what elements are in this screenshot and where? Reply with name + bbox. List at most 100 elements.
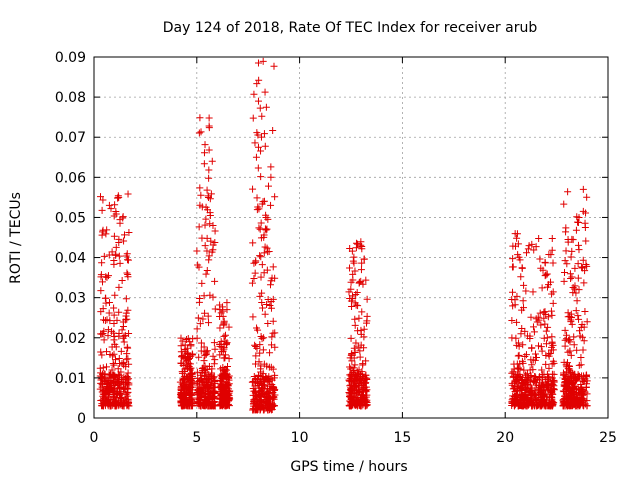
data-point <box>358 382 366 390</box>
data-point <box>257 365 265 373</box>
data-point <box>570 391 578 399</box>
data-point <box>257 173 265 181</box>
data-point <box>125 402 133 410</box>
data-point <box>255 380 263 388</box>
data-point <box>565 362 573 370</box>
data-point <box>579 185 587 193</box>
data-point <box>358 308 366 316</box>
data-point <box>542 327 550 335</box>
data-point <box>536 255 544 263</box>
y-tick-label: 0 <box>77 411 86 427</box>
data-point <box>124 271 132 279</box>
data-point <box>583 193 591 201</box>
data-point <box>184 335 192 343</box>
data-point <box>540 390 548 398</box>
data-point <box>112 210 120 218</box>
data-point <box>98 259 106 267</box>
data-point <box>177 334 185 342</box>
data-point <box>548 338 556 346</box>
data-point <box>510 373 518 381</box>
data-point <box>564 188 572 196</box>
data-point <box>223 378 231 386</box>
data-point <box>513 318 521 326</box>
data-point <box>513 341 521 349</box>
data-point <box>248 279 256 287</box>
data-point <box>108 248 116 256</box>
data-point <box>519 341 527 349</box>
data-point <box>98 278 106 286</box>
data-point <box>563 260 571 268</box>
data-point <box>251 139 259 147</box>
data-point <box>197 371 205 379</box>
data-point <box>270 62 278 70</box>
data-point <box>253 80 261 88</box>
data-point <box>268 333 276 341</box>
data-point <box>529 323 537 331</box>
data-point <box>195 353 203 361</box>
data-point <box>545 250 553 258</box>
data-point <box>105 251 113 259</box>
data-point <box>258 304 266 312</box>
data-point <box>534 342 542 350</box>
data-point <box>102 230 110 238</box>
data-point <box>112 251 120 259</box>
data-point <box>530 328 538 336</box>
data-point <box>526 366 534 374</box>
data-point <box>524 374 532 382</box>
data-point <box>195 399 203 407</box>
data-point <box>562 361 570 369</box>
data-point <box>108 352 116 360</box>
data-point <box>521 327 529 335</box>
data-point <box>510 399 518 407</box>
data-point <box>521 352 529 360</box>
data-point <box>358 242 366 250</box>
data-point <box>533 318 541 326</box>
data-point <box>566 336 574 344</box>
data-point <box>254 59 262 67</box>
data-point <box>266 281 274 289</box>
data-point <box>532 374 540 382</box>
data-point <box>123 372 131 380</box>
data-point <box>265 247 273 255</box>
data-point <box>520 379 528 387</box>
data-point <box>269 126 277 134</box>
data-point <box>582 261 590 269</box>
data-point <box>257 133 265 141</box>
data-point <box>115 308 123 316</box>
data-point <box>107 402 115 410</box>
data-point <box>208 375 216 383</box>
data-point <box>115 252 123 260</box>
data-point <box>255 358 263 366</box>
data-point <box>513 292 521 300</box>
data-point <box>561 326 569 334</box>
data-point <box>194 261 202 269</box>
data-point <box>199 315 207 323</box>
data-point <box>349 292 357 300</box>
y-tick-label: 0.02 <box>55 331 86 347</box>
data-point <box>568 235 576 243</box>
data-point <box>571 382 579 390</box>
data-point <box>205 252 213 260</box>
data-point <box>259 198 267 206</box>
data-point <box>525 242 533 250</box>
data-point <box>201 386 209 394</box>
data-point <box>570 333 578 341</box>
data-point <box>569 373 577 381</box>
data-point <box>252 401 260 409</box>
data-point <box>346 244 354 252</box>
data-point <box>549 398 557 406</box>
data-point <box>518 324 526 332</box>
data-point <box>257 147 265 155</box>
data-point <box>543 270 551 278</box>
data-point <box>110 260 118 268</box>
data-point <box>542 271 550 279</box>
data-point <box>355 386 363 394</box>
data-point <box>568 273 576 281</box>
data-point <box>567 316 575 324</box>
data-point <box>256 292 264 300</box>
data-point <box>550 370 558 378</box>
data-point <box>353 398 361 406</box>
data-point <box>103 226 111 234</box>
data-point <box>250 90 258 98</box>
data-point <box>271 193 279 201</box>
